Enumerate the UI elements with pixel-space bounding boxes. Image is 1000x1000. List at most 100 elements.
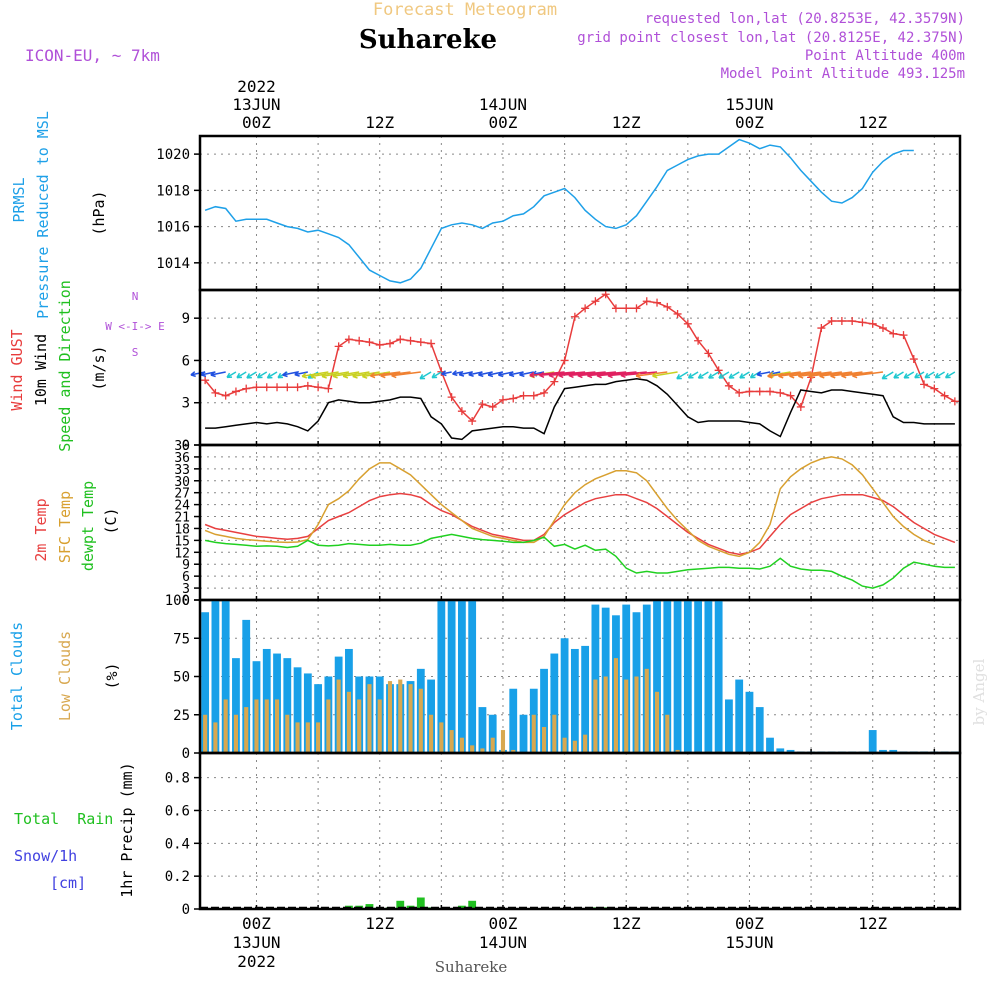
y-tick-label: 6 — [182, 353, 190, 369]
wind-arrow — [924, 371, 935, 379]
total-cloud-bar — [725, 699, 733, 753]
bottom-axis-label: 14JUN — [479, 933, 527, 952]
y-tick-label: 0.6 — [165, 803, 190, 819]
wind-arrow-head — [756, 370, 763, 377]
total-cloud-bar — [591, 604, 600, 753]
pressure-frame — [198, 134, 962, 292]
top-axis-label: 00Z — [489, 113, 518, 132]
wind-arrow-head — [881, 373, 888, 380]
total-cloud-bar — [786, 749, 795, 753]
wind-label: 10m Wind — [32, 334, 50, 406]
series-line — [205, 378, 955, 441]
total-cloud-bar — [879, 749, 887, 753]
gust-marker — [920, 380, 929, 389]
gust-marker — [786, 391, 795, 400]
total-cloud-bar — [211, 600, 220, 753]
total-cloud-bar — [663, 600, 672, 753]
total-cloud-bar — [457, 600, 466, 753]
gust-label: Wind GUST — [8, 329, 26, 410]
bottom-axis-label: 15JUN — [725, 933, 773, 952]
wind-arrow-head — [914, 372, 920, 379]
y-tick-label: 3 — [182, 396, 190, 412]
total-cloud-bar — [683, 600, 692, 753]
wind-arrow-head — [321, 372, 327, 379]
gust-marker — [663, 302, 672, 311]
top-axis-label: 00Z — [735, 113, 764, 132]
wind-arrow-head — [332, 372, 338, 379]
wind-arrow-head — [441, 370, 447, 377]
low-cloud-bar — [367, 684, 372, 753]
wind-arrow-head — [596, 372, 602, 379]
gust-marker — [283, 383, 292, 392]
gust-marker — [570, 312, 579, 321]
low-cloud-bar — [418, 688, 423, 753]
wind-arrow-head — [236, 372, 242, 379]
y-tick-label: 36 — [174, 451, 190, 466]
wind-arrow — [728, 371, 740, 379]
gust-marker — [540, 388, 549, 397]
wind-arrow — [441, 371, 452, 375]
wind-arrow-head — [310, 372, 317, 379]
wind-arrow — [676, 371, 689, 380]
precip-panel: 0 0.2 0.4 0.6 0.8 — [165, 751, 962, 918]
temp-frame — [198, 443, 962, 602]
gust-marker — [622, 304, 631, 313]
series-line — [204, 456, 935, 558]
gust-marker — [581, 304, 590, 313]
y-tick-label: 0 — [182, 746, 190, 762]
low-cloud-bar — [398, 679, 403, 753]
gust-marker — [314, 383, 323, 392]
wind-arrow — [267, 371, 278, 379]
y-tick-label: 75 — [173, 631, 190, 647]
gust-marker — [221, 391, 230, 400]
gust-marker — [211, 388, 220, 397]
gust-marker — [755, 387, 764, 396]
pressure-panel: 1014 1016 1018 1020 — [156, 134, 962, 292]
wind-arrow — [532, 371, 545, 376]
top-axis-label: 2022 — [237, 77, 276, 96]
wind-arrow — [596, 371, 637, 377]
low-cloud-bar — [480, 748, 485, 753]
wind-arrow — [419, 371, 432, 380]
low-cloud-bar — [254, 699, 259, 753]
wind-arrow-head — [767, 372, 773, 379]
total-cloud-bar — [221, 600, 230, 753]
precip-frame — [198, 751, 962, 911]
gust-marker — [355, 336, 364, 345]
low-cloud-bar — [511, 749, 516, 753]
y-tick-label: 100 — [165, 593, 190, 609]
wind-arrow — [294, 371, 308, 376]
wind-arrow — [739, 371, 750, 379]
wind-arrow-head — [266, 373, 273, 379]
gust-marker — [714, 366, 723, 375]
wind-arrow — [236, 371, 247, 379]
wind-arrow-head — [361, 372, 368, 379]
y-tick-label: 0 — [182, 438, 190, 454]
wind-arrow — [841, 371, 873, 377]
series-line — [204, 533, 955, 589]
gust-marker — [950, 397, 959, 406]
low-cloud-bar — [490, 737, 495, 753]
gust-marker — [601, 290, 610, 299]
wind-arrow-head — [210, 371, 216, 378]
low-cloud-bar — [654, 691, 660, 753]
bottom-axis-label: 00Z — [735, 914, 764, 933]
wind-arrow-head — [294, 370, 300, 377]
gust-marker — [468, 417, 477, 426]
wind-arrow — [498, 371, 514, 376]
low-cloud-bar — [316, 722, 321, 753]
y-tick-label: 25 — [173, 708, 190, 724]
gust-marker — [796, 402, 805, 411]
top-axis-label: 12Z — [365, 113, 394, 132]
total-cloud-bar — [766, 737, 774, 753]
wind-arrow-head — [246, 373, 252, 379]
gust-marker — [827, 317, 836, 325]
gust-marker — [817, 324, 826, 333]
gust-marker — [899, 331, 908, 340]
low-cloud-bar — [439, 722, 444, 753]
wind-arrow — [778, 371, 812, 377]
